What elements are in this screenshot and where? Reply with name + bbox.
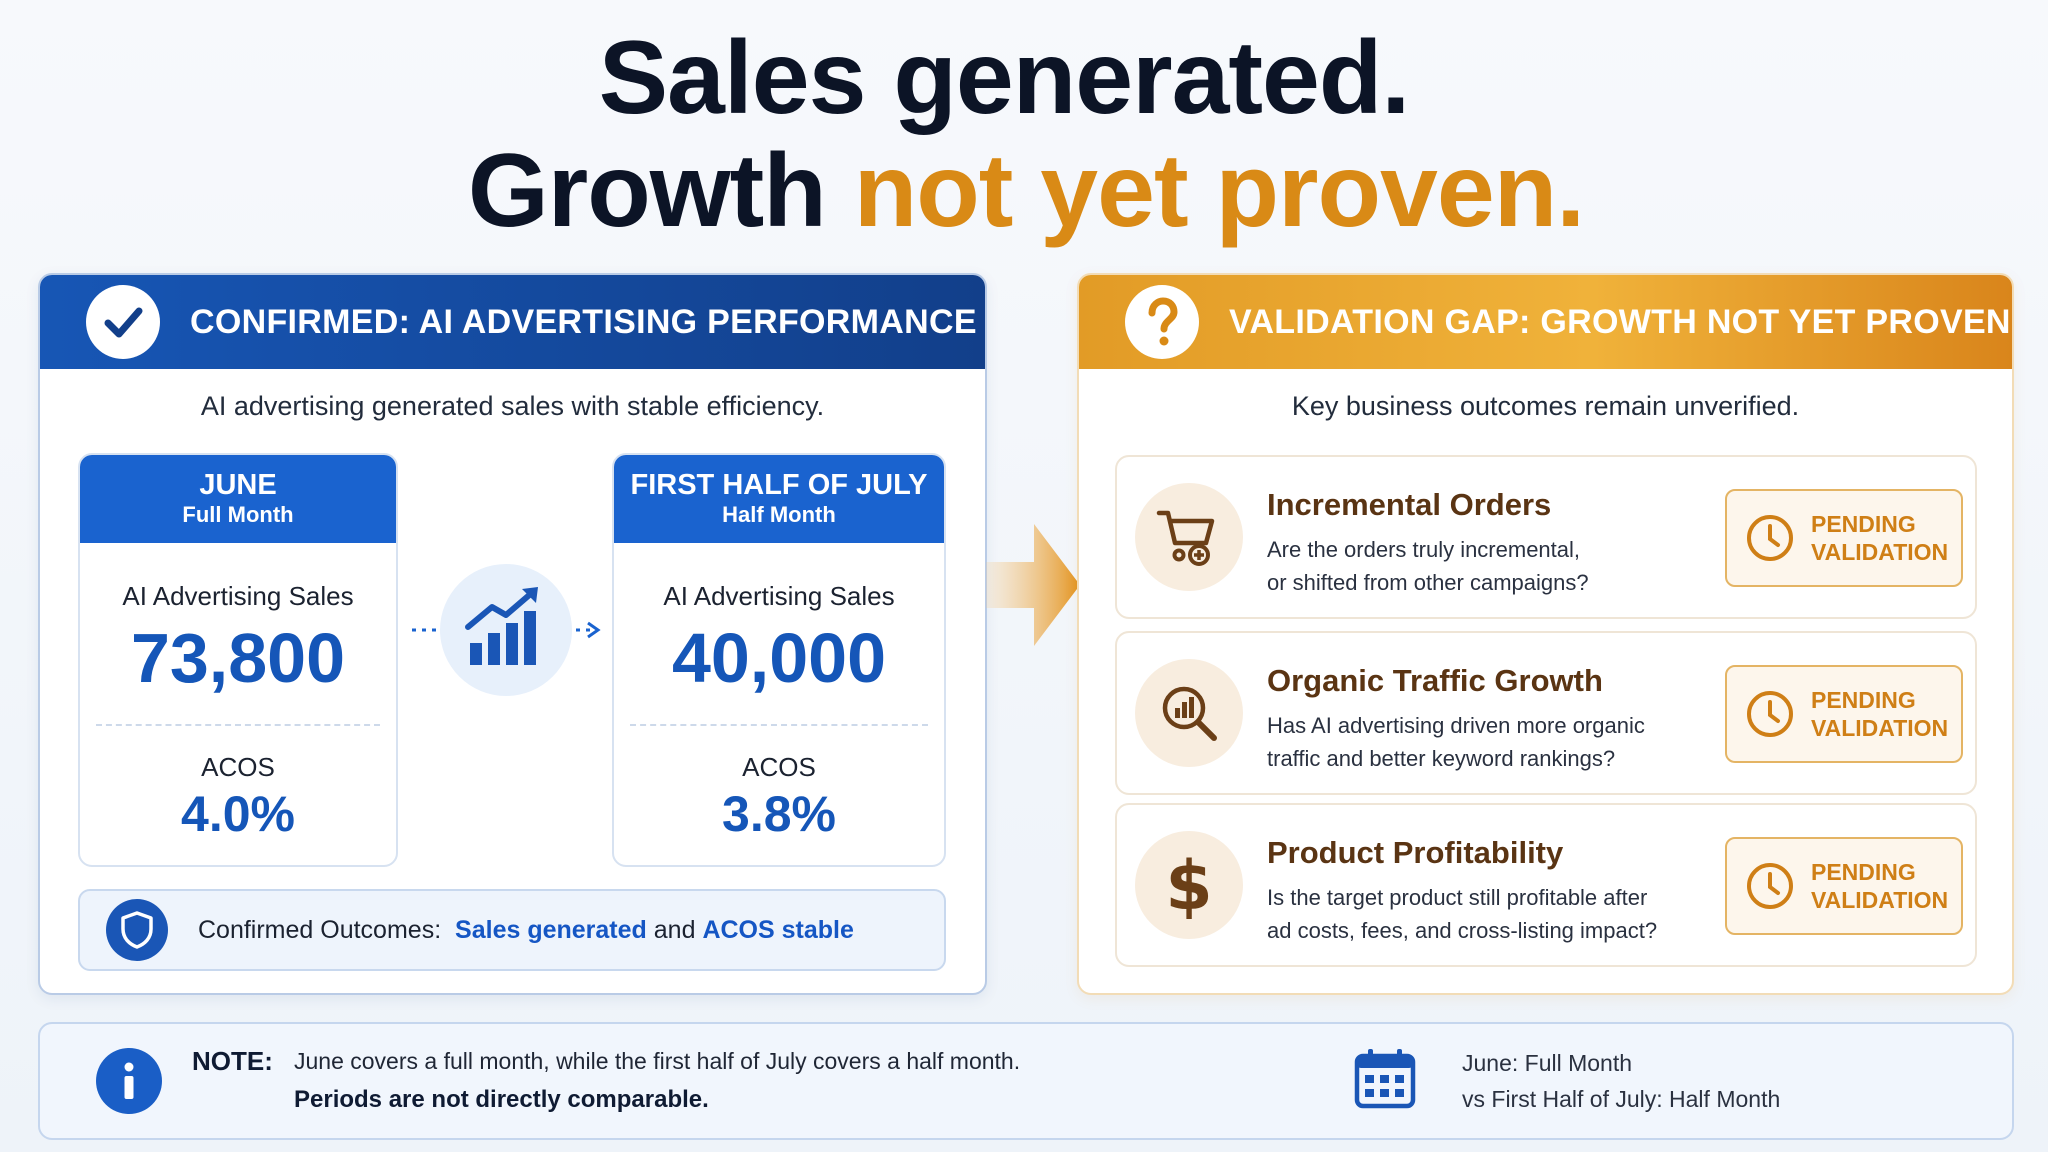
shield-icon [106,899,168,961]
confirmed-prefix: Confirmed Outcomes: [198,915,442,944]
acos-label: ACOS [742,752,816,782]
acos-value: 3.8% [722,786,836,842]
period-card-header: JUNE Full Month [80,455,396,543]
period-card-july: FIRST HALF OF JULY Half Month AI Adverti… [612,453,946,867]
check-icon [86,285,160,359]
outcome-desc-line2: traffic and better keyword rankings? [1267,746,1616,771]
period-title: JUNE [199,469,277,501]
clock-icon [1747,863,1793,909]
arrow-right-icon [986,524,1080,646]
growth-chart-icon [412,564,601,696]
confirmed-highlight-acos: ACOS stable [702,915,854,944]
confirmed-outcomes-text: Confirmed Outcomes: Sales generated and … [198,916,854,945]
validation-panel-title: VALIDATION GAP: GROWTH NOT YET PROVEN [1229,302,2011,341]
calendar-icon [1354,1049,1416,1109]
outcome-desc-line1: Is the target product still profitable a… [1267,885,1648,910]
confirmed-panel-header: CONFIRMED: AI ADVERTISING PERFORMANCE [40,275,985,369]
outcome-product-profitability: $ Product Profitability Is the target pr… [1115,803,1977,967]
note-emphasis: Periods are not directly comparable. [294,1086,709,1113]
validation-panel-subtitle: Key business outcomes remain unverified. [1291,391,1800,421]
card-divider [630,724,928,726]
clock-icon [1747,515,1793,561]
confirmed-highlight-sales: Sales generated [455,915,647,944]
pending-validation-badge: PENDING VALIDATION [1725,489,1963,587]
pending-validation-badge: PENDING VALIDATION [1725,837,1963,935]
outcome-title: Incremental Orders [1267,487,1552,522]
clock-icon [1747,691,1793,737]
outcome-description: Has AI advertising driven more organic tr… [1267,709,1707,775]
sales-label: AI Advertising Sales [663,581,895,611]
pending-line1: PENDING [1811,859,1916,885]
outcome-desc-line1: Are the orders truly incremental, [1267,537,1581,562]
info-icon [96,1048,162,1114]
comparison-line2: vs First Half of July: Half Month [1462,1086,1781,1112]
period-subtitle: Half Month [722,502,836,527]
note-text: June covers a full month, while the firs… [294,1048,1021,1074]
headline-line2-accent: not yet proven. [853,133,1585,249]
validation-panel-header: VALIDATION GAP: GROWTH NOT YET PROVEN [1079,275,2012,369]
pending-line1: PENDING [1811,687,1916,713]
headline-line2: Growth not yet proven. [4,134,2048,248]
outcome-title: Product Profitability [1267,835,1564,870]
magnifier-chart-icon [1135,659,1243,767]
validation-panel: VALIDATION GAP: GROWTH NOT YET PROVEN Ke… [1077,273,2014,995]
pending-validation-badge: PENDING VALIDATION [1725,665,1963,763]
outcome-desc-line1: Has AI advertising driven more organic [1267,713,1645,738]
note-bar: NOTE: June covers a full month, while th… [38,1022,2014,1140]
acos-value: 4.0% [181,786,295,842]
outcome-organic-traffic: Organic Traffic Growth Has AI advertisin… [1115,631,1977,795]
pending-line2: VALIDATION [1811,539,1949,565]
confirmed-joiner: and [653,915,696,944]
svg-text:$: $ [1165,849,1212,921]
outcome-desc-line2: ad costs, fees, and cross-listing impact… [1267,918,1658,943]
period-subtitle: Full Month [182,502,294,527]
sales-value: 40,000 [671,619,887,697]
outcome-desc-line2: or shifted from other campaigns? [1267,570,1589,595]
question-icon [1125,285,1199,359]
sales-label: AI Advertising Sales [122,581,354,611]
period-card-june: JUNE Full Month AI Advertising Sales 73,… [78,453,398,867]
pending-line2: VALIDATION [1811,715,1949,741]
cart-plus-icon [1135,483,1243,591]
outcome-description: Are the orders truly incremental, or shif… [1267,533,1707,599]
comparison-line1: June: Full Month [1462,1050,1633,1076]
pending-line1: PENDING [1811,511,1916,537]
outcome-incremental-orders: Incremental Orders Are the orders truly … [1115,455,1977,619]
headline: Sales generated. Growth not yet proven. [0,22,2048,248]
headline-line1: Sales generated. [598,20,1411,136]
card-divider [96,724,380,726]
headline-line2-prefix: Growth [467,133,827,249]
sales-value: 73,800 [130,619,346,697]
note-label: NOTE: [192,1046,273,1076]
confirmed-panel-subtitle: AI advertising generated sales with stab… [200,391,825,421]
outcome-description: Is the target product still profitable a… [1267,881,1707,947]
confirmed-panel: CONFIRMED: AI ADVERTISING PERFORMANCE AI… [38,273,987,995]
pending-line2: VALIDATION [1811,887,1949,913]
confirmed-outcomes-bar: Confirmed Outcomes: Sales generated and … [78,889,946,971]
period-card-header: FIRST HALF OF JULY Half Month [614,455,944,543]
dollar-icon: $ [1135,831,1243,939]
outcome-title: Organic Traffic Growth [1267,663,1603,698]
period-title: FIRST HALF OF JULY [630,469,928,501]
acos-label: ACOS [201,752,275,782]
confirmed-panel-title: CONFIRMED: AI ADVERTISING PERFORMANCE [190,302,977,341]
